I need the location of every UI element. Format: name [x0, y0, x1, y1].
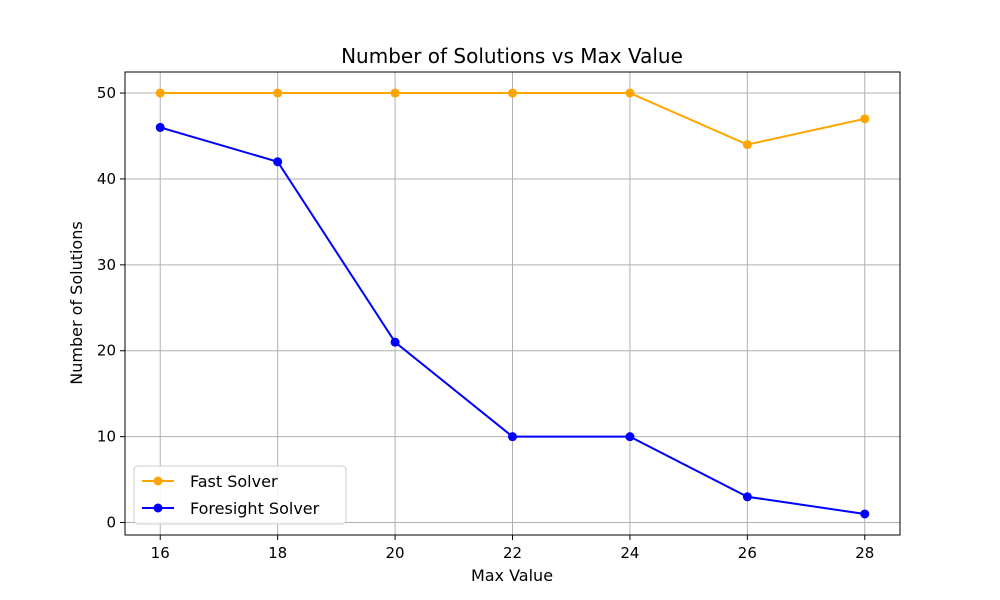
x-tick-label: 22 [503, 544, 522, 562]
x-tick-label: 28 [855, 544, 874, 562]
chart-title: Number of Solutions vs Max Value [341, 44, 683, 68]
y-tick-label: 50 [97, 84, 116, 102]
data-point [155, 88, 165, 98]
x-tick-label: 26 [738, 544, 757, 562]
data-point [508, 88, 517, 98]
y-tick-label: 30 [97, 256, 116, 274]
series-layer [155, 88, 870, 519]
legend-marker [153, 503, 163, 513]
y-tick-label: 20 [97, 342, 116, 360]
data-point [273, 157, 283, 167]
legend-marker [153, 476, 163, 486]
legend-label: Fast Solver [190, 472, 278, 491]
y-axis-label: Number of Solutions [67, 221, 86, 384]
data-point [742, 492, 752, 502]
y-tick-label: 0 [106, 514, 116, 532]
data-point [860, 509, 870, 519]
axis-ticks: 16 18 20 22 24 26 28 0 10 20 30 40 50 [97, 84, 874, 562]
data-point [508, 432, 517, 442]
data-point [155, 122, 165, 132]
data-point [625, 88, 635, 98]
y-tick-label: 10 [97, 428, 116, 446]
y-tick-label: 40 [97, 170, 116, 188]
legend-label: Foresight Solver [190, 499, 320, 518]
data-point [860, 114, 870, 124]
legend: Fast Solver Foresight Solver [133, 465, 347, 525]
x-axis-label: Max Value [471, 566, 553, 585]
legend-box [133, 465, 347, 525]
x-tick-label: 24 [620, 544, 639, 562]
data-point [742, 140, 752, 150]
x-tick-label: 16 [151, 544, 170, 562]
x-tick-label: 20 [386, 544, 405, 562]
data-point [625, 432, 635, 442]
data-point [390, 337, 400, 347]
data-point [390, 88, 400, 98]
x-tick-label: 18 [268, 544, 287, 562]
data-point [273, 88, 283, 98]
